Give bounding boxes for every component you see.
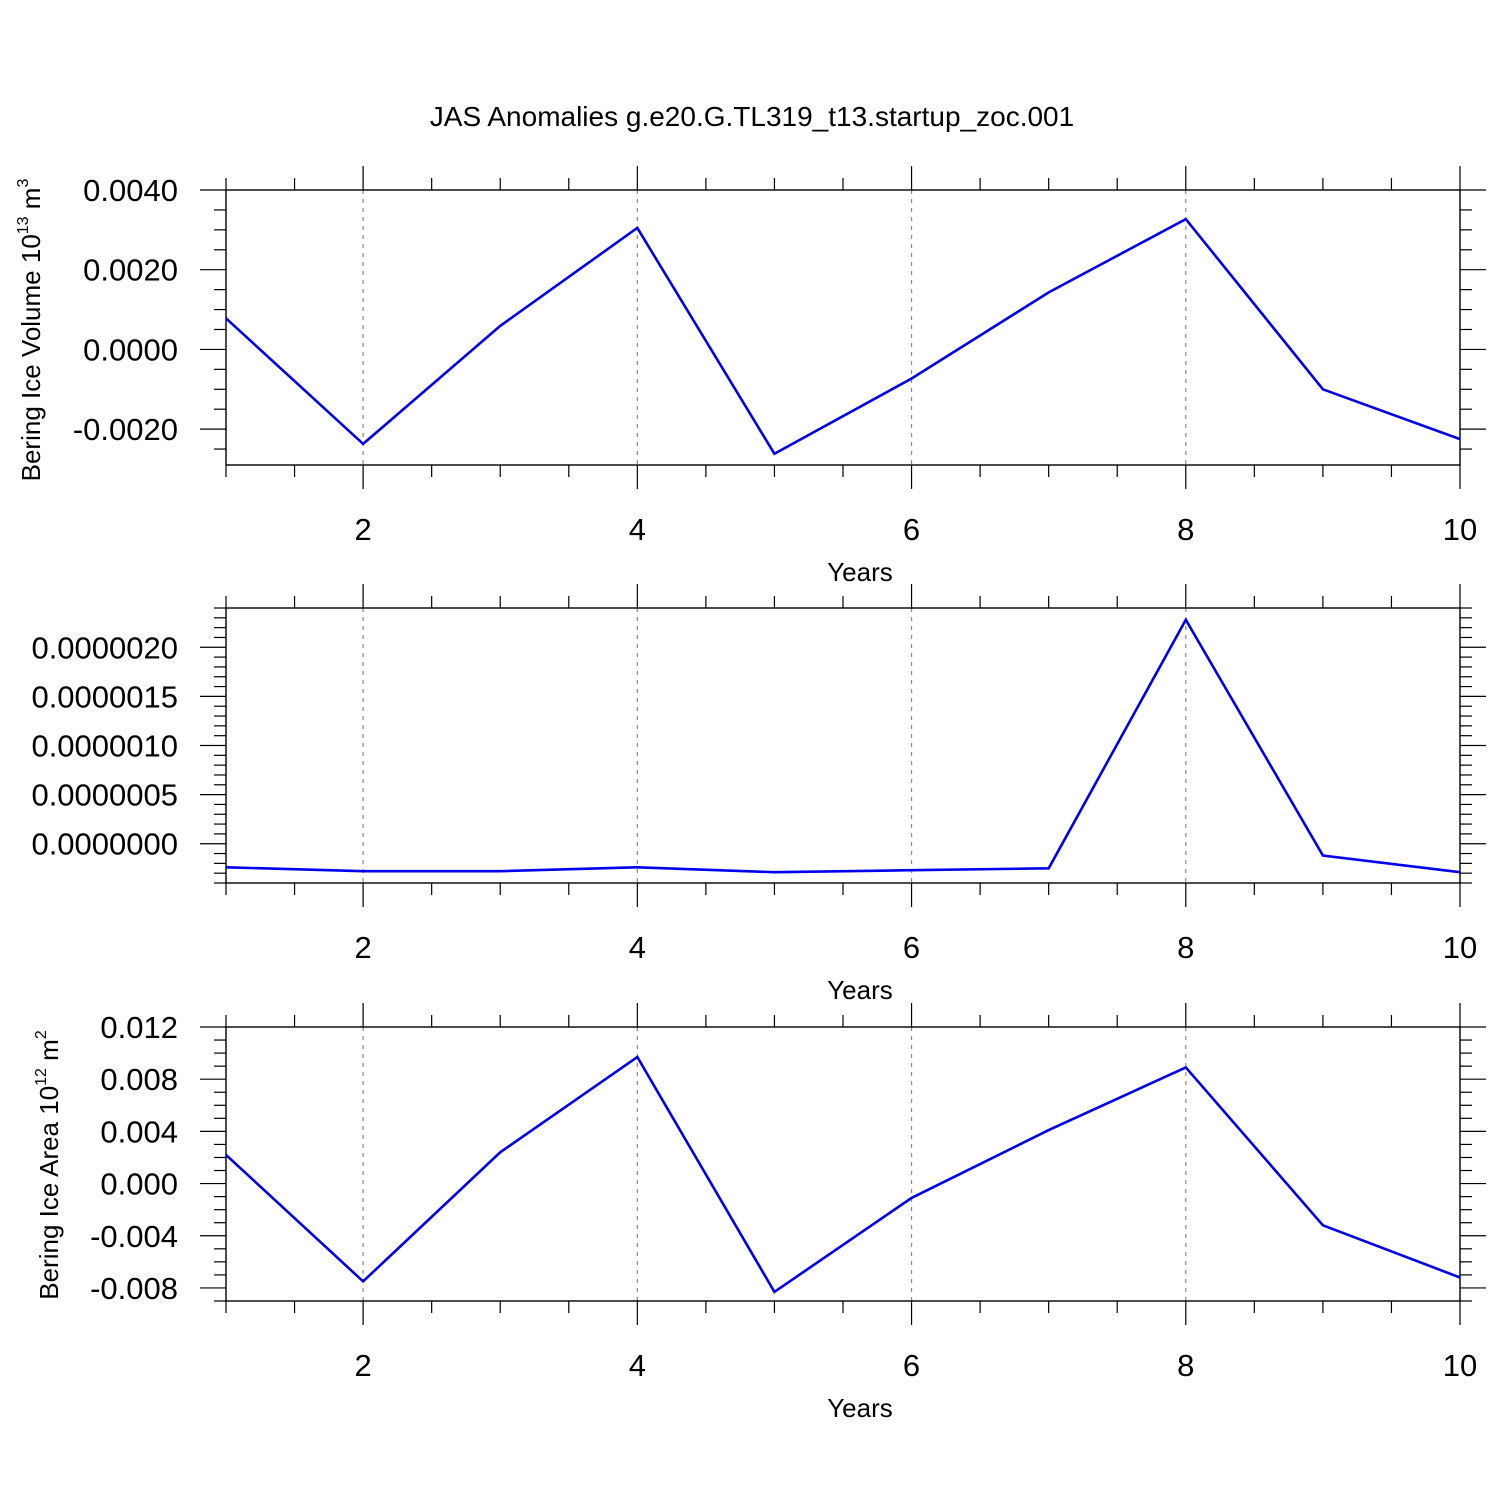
x-tick-label: 6	[903, 930, 920, 965]
y-tick-label: 0.004	[100, 1114, 178, 1149]
x-tick-label: 4	[629, 1348, 646, 1383]
x-tick-label: 10	[1443, 512, 1477, 547]
y-tick-label: 0.0040	[83, 173, 178, 208]
y-axis-label-part: Bering Ice Volume 10	[16, 234, 46, 481]
y-tick-label: 0.0000005	[31, 778, 178, 813]
y-axis-label-superscript: 2	[33, 1030, 50, 1039]
x-tick-label: 8	[1177, 512, 1194, 547]
y-axis-label-part: m	[34, 1039, 64, 1068]
x-tick-label: 2	[354, 512, 371, 547]
x-tick-label: 2	[354, 930, 371, 965]
x-tick-label: 8	[1177, 1348, 1194, 1383]
x-tick-label: 6	[903, 512, 920, 547]
series-line-1	[225, 217, 1461, 456]
y-tick-label: -0.008	[90, 1271, 178, 1306]
y-axis-label-superscript: 13	[15, 216, 32, 234]
y-axis-label-part: Bering Ice Area 10	[34, 1086, 64, 1300]
y-tick-label: 0.0000020	[31, 630, 178, 665]
series-line-3	[225, 1055, 1461, 1294]
series-line-2	[225, 617, 1461, 874]
x-tick-label: 10	[1443, 930, 1477, 965]
y-axis-label: Bering Ice Area 1012 m2	[33, 1030, 64, 1300]
chart-panel-3: 2 4 6 8 10 Years -0.008 -0.004 0.000 0.004 0.008 0.…	[33, 1003, 1486, 1423]
x-axis-label: Years	[827, 557, 893, 587]
y-tick-label: 0.0000015	[31, 679, 178, 714]
y-axis-label-superscript: 12	[33, 1068, 50, 1086]
figure-title: JAS Anomalies g.e20.G.TL319_t13.startup_…	[430, 101, 1074, 132]
chart-panel-1: 2 4 6 8 10 Years -0.0020 0.0000 0.0020 0.0040 Beri…	[15, 166, 1486, 587]
x-tick-label: 6	[903, 1348, 920, 1383]
y-tick-label: 0.0000	[83, 332, 178, 367]
y-tick-label: 0.0020	[83, 253, 178, 288]
y-tick-label: 0.0000000	[31, 827, 178, 862]
x-tick-label: 8	[1177, 930, 1194, 965]
y-axis-label: Bering Ice Volume 1013 m3	[15, 179, 46, 482]
y-axis-label-part: m	[16, 188, 46, 217]
x-tick-label: 4	[629, 930, 646, 965]
y-tick-label: 0.008	[100, 1062, 178, 1097]
chart-panel-2: 2 4 6 8 10 Years 0.0000000 0.0000005 0.0000010 0.…	[31, 584, 1486, 1005]
x-tick-label: 2	[354, 1348, 371, 1383]
x-axis-label: Years	[827, 1393, 893, 1423]
y-axis-label-superscript: 3	[15, 179, 32, 188]
y-tick-label: 0.0000010	[31, 729, 178, 764]
x-axis-label: Years	[827, 975, 893, 1005]
x-tick-label: 10	[1443, 1348, 1477, 1383]
y-tick-label: -0.004	[90, 1219, 178, 1254]
y-tick-label: 0.012	[100, 1010, 178, 1045]
y-tick-label: -0.0020	[73, 412, 178, 447]
x-tick-label: 4	[629, 512, 646, 547]
y-tick-label: 0.000	[100, 1167, 178, 1202]
